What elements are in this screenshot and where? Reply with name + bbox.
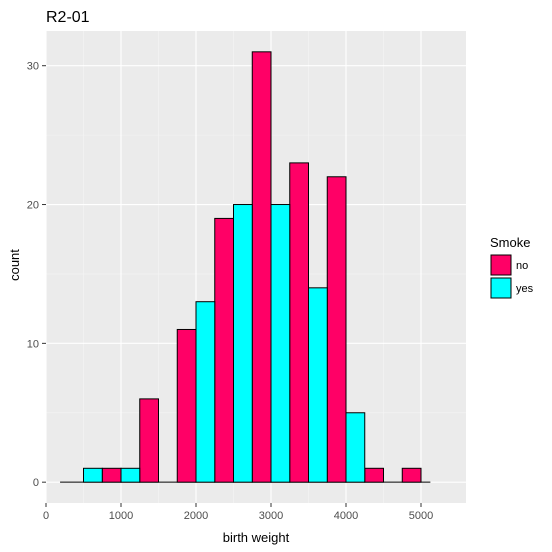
y-tick-label: 0	[33, 477, 39, 489]
bar-no	[139, 398, 159, 483]
bar-yes	[195, 301, 216, 483]
bar-no	[176, 328, 197, 483]
chart-title: R2-01	[46, 9, 90, 26]
bar-no	[289, 162, 309, 483]
bars	[60, 51, 431, 483]
x-tick-label: 0	[43, 510, 49, 522]
bar-yes	[345, 412, 366, 483]
legend-title: Smoke	[490, 235, 530, 250]
legend-label-yes: yes	[516, 283, 534, 295]
bar-yes	[120, 467, 141, 483]
legend-key-yes	[490, 277, 512, 299]
y-axis-title: count	[7, 249, 22, 281]
x-tick-label: 1000	[109, 510, 133, 522]
x-axis-title: birth weight	[223, 530, 290, 545]
axis-ticks: 0 1000 2000 3000 4000 5000 0 10 20 30	[27, 61, 433, 522]
bar-no	[251, 51, 272, 483]
bar-yes	[308, 287, 328, 483]
bar-no	[326, 176, 347, 483]
bar-no	[101, 467, 122, 483]
y-tick-label: 10	[27, 338, 39, 350]
y-tick-label: 20	[27, 200, 39, 212]
bar-no	[364, 467, 384, 483]
legend-key-no	[490, 254, 512, 276]
bar-no	[214, 217, 234, 483]
bar-no	[401, 467, 422, 483]
bar-yes	[83, 467, 103, 483]
legend-label-no: no	[516, 260, 528, 272]
x-tick-label: 3000	[259, 510, 283, 522]
x-tick-label: 4000	[334, 510, 358, 522]
bar-yes	[233, 204, 253, 483]
y-tick-label: 30	[27, 61, 39, 73]
x-tick-label: 5000	[409, 510, 433, 522]
bar-yes	[270, 204, 291, 483]
legend: Smoke no yes	[490, 235, 534, 299]
x-tick-label: 2000	[184, 510, 208, 522]
